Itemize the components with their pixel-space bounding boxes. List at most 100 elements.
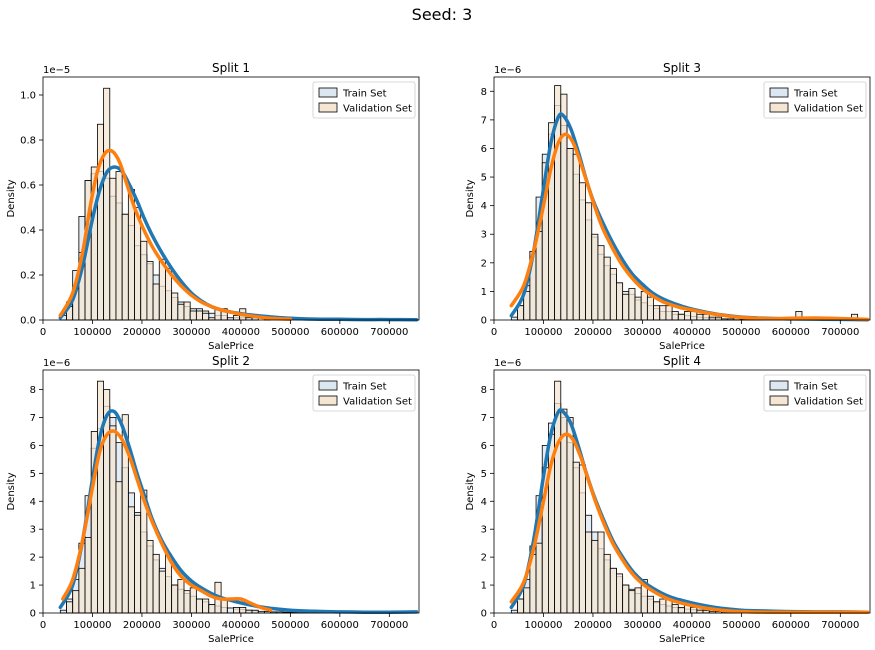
- y-tick-label: 0.8: [20, 136, 36, 147]
- x-tick-label: 200000: [574, 620, 612, 631]
- x-axis-label: SalePrice: [208, 634, 254, 645]
- validation-histogram-bar: [109, 425, 117, 614]
- x-tick-label: 0: [40, 620, 46, 631]
- validation-histogram-bar: [696, 313, 704, 321]
- train-kde-line: [58, 409, 419, 614]
- y-exponent-label: 1e−6: [43, 358, 70, 369]
- subplot-2: 0 100000 200000 300000 400000 500000 600000 700…: [465, 61, 871, 352]
- y-tick-label: 0.2: [20, 271, 36, 282]
- x-tick-label: 100000: [73, 327, 111, 338]
- validation-histogram-bar: [634, 296, 642, 321]
- y-tick-label: 5: [481, 173, 487, 184]
- legend-label-train: Train Set: [342, 89, 387, 100]
- legend-swatch-train: [318, 87, 338, 98]
- legend-label-train: Train Set: [793, 382, 838, 393]
- x-tick-label: 400000: [222, 327, 260, 338]
- y-tick-label: 1: [481, 287, 487, 298]
- train-histogram-bar: [59, 609, 67, 614]
- legend-swatch-validation: [318, 395, 338, 406]
- x-tick-label: 300000: [623, 620, 661, 631]
- legend: Train Set Validation Set: [763, 374, 867, 412]
- y-tick-label: 3: [30, 525, 36, 536]
- x-tick-label: 300000: [623, 327, 661, 338]
- validation-histogram-bar: [671, 311, 679, 321]
- legend-box: [312, 81, 416, 119]
- x-tick-label: 100000: [73, 620, 111, 631]
- axes-frame: [493, 76, 871, 321]
- validation-histogram-bar: [646, 595, 654, 614]
- x-tick-label: 600000: [772, 327, 810, 338]
- validation-histogram-bar: [622, 584, 630, 614]
- validation-histogram-bar: [560, 93, 568, 321]
- validation-histogram-bar: [622, 293, 630, 321]
- validation-histogram-bar: [195, 598, 203, 614]
- validation-histogram-bar: [146, 539, 154, 614]
- validation-histogram-bar: [684, 311, 692, 321]
- legend-swatch-train: [769, 87, 789, 98]
- validation-histogram-bar: [233, 607, 241, 614]
- axes-frame: [493, 369, 871, 614]
- validation-histogram-bar: [195, 310, 203, 321]
- y-tick-label: 3: [481, 230, 487, 241]
- y-tick-label: 0.4: [20, 226, 36, 237]
- validation-histogram-bar: [183, 590, 191, 614]
- y-axis-label: Density: [6, 472, 17, 510]
- subplot-title: Split 2: [212, 354, 250, 368]
- legend-swatch-train: [769, 380, 789, 391]
- validation-histogram-bar: [640, 291, 648, 321]
- y-tick-label: 6: [481, 144, 487, 155]
- validation-histogram-bar: [714, 316, 722, 321]
- subplot-3: 0 100000 200000 300000 400000 500000 600000 700…: [6, 354, 420, 645]
- x-tick-label: 100000: [524, 327, 562, 338]
- validation-histogram-bar: [646, 296, 654, 321]
- validation-histogram-bar: [702, 313, 710, 321]
- legend-label-validation: Validation Set: [343, 397, 412, 408]
- x-tick-label: 0: [40, 327, 46, 338]
- validation-histogram-bar: [603, 553, 611, 614]
- x-tick-label: 200000: [123, 327, 161, 338]
- train-histogram-bar: [510, 609, 518, 614]
- x-tick-label: 300000: [172, 620, 210, 631]
- validation-histogram-bar: [146, 261, 154, 321]
- validation-histogram-bar: [239, 607, 247, 614]
- x-tick-label: 500000: [271, 327, 309, 338]
- subplot-title: Split 3: [663, 61, 701, 75]
- validation-histogram-bar: [208, 604, 216, 614]
- x-tick-label: 600000: [321, 327, 359, 338]
- y-tick-label: 2: [481, 553, 487, 564]
- legend-swatch-train: [318, 380, 338, 391]
- validation-histogram-bar: [103, 87, 111, 321]
- validation-histogram-bar: [115, 171, 123, 321]
- axes-frame: [42, 369, 420, 614]
- validation-histogram-bar: [708, 316, 716, 321]
- legend-label-train: Train Set: [342, 382, 387, 393]
- validation-histogram-bar: [245, 609, 253, 614]
- y-axis-label: Density: [465, 179, 476, 217]
- subplot-4: 0 100000 200000 300000 400000 500000 600000 700…: [465, 354, 871, 645]
- validation-histogram-bar: [690, 607, 698, 614]
- validation-histogram-bar: [585, 202, 593, 321]
- y-tick-label: 3: [481, 525, 487, 536]
- y-tick-label: 7: [30, 413, 36, 424]
- validation-kde-line: [58, 148, 293, 321]
- subplot-title: Split 4: [663, 354, 701, 368]
- y-tick-label: 2: [481, 258, 487, 269]
- x-tick-label: 700000: [821, 620, 859, 631]
- x-tick-label: 200000: [574, 327, 612, 338]
- validation-histogram-bar: [152, 283, 160, 321]
- validation-histogram-bar: [523, 587, 531, 614]
- x-tick-label: 400000: [673, 620, 711, 631]
- validation-kde-line: [61, 429, 273, 612]
- x-tick-label: 0: [491, 620, 497, 631]
- train-kde-line: [58, 165, 419, 322]
- x-axis-label: SalePrice: [659, 634, 705, 645]
- validation-histogram-bar: [134, 514, 142, 614]
- validation-histogram: [66, 380, 259, 614]
- train-histogram-bar: [226, 607, 234, 614]
- legend-box: [763, 81, 867, 119]
- validation-histogram-bar: [578, 464, 586, 614]
- x-tick-label: 500000: [271, 620, 309, 631]
- subplot-title: Split 1: [212, 61, 250, 75]
- validation-histogram-bar: [121, 213, 129, 321]
- validation-histogram-bar: [578, 182, 586, 321]
